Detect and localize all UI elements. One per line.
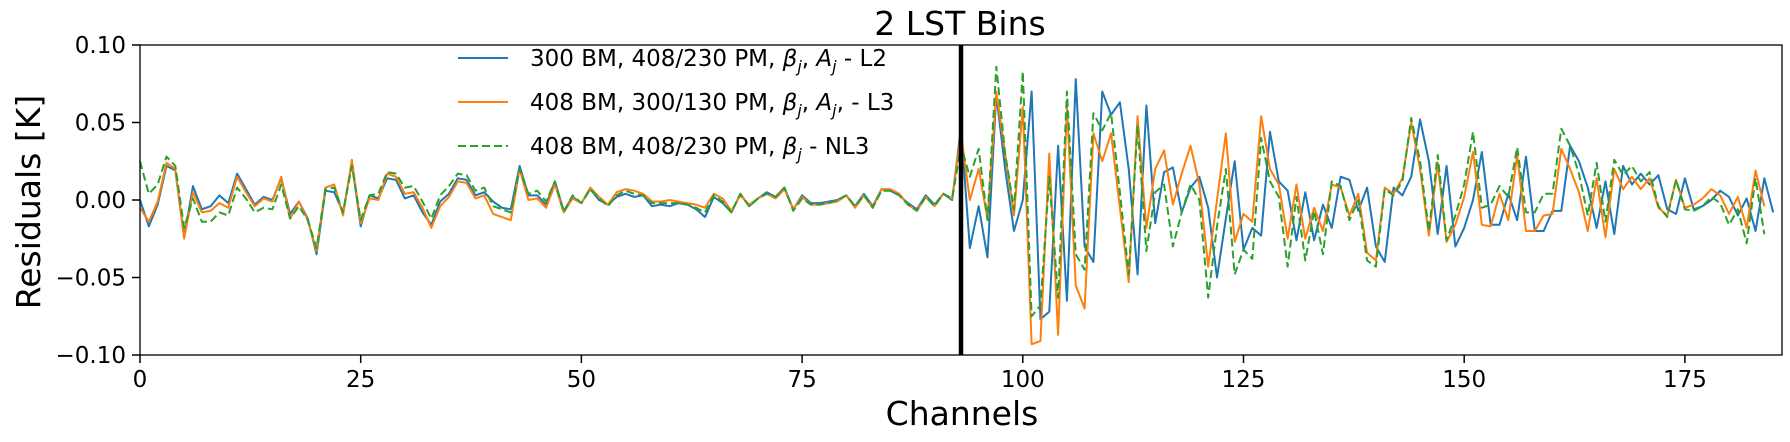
x-tick-label: 0: [133, 367, 148, 393]
x-axis: 0 25 50 75 100 125 150 175: [133, 355, 1707, 393]
x-tick-label: 50: [567, 367, 596, 393]
series-line-1: [139, 78, 1775, 321]
legend-label-3: 408 BM, 408/230 PM, βj​ - NL3: [530, 134, 869, 164]
series-line-3: [139, 65, 1766, 318]
x-tick-label: 25: [346, 367, 375, 393]
x-tick-label: 100: [1001, 367, 1045, 393]
series-layer: [139, 45, 1775, 355]
y-tick-label: 0.10: [75, 33, 126, 59]
y-tick-label: 0.05: [75, 111, 126, 137]
x-tick-label: 125: [1222, 367, 1266, 393]
x-tick-label: 175: [1663, 367, 1707, 393]
y-tick-label: −0.05: [56, 266, 126, 292]
x-tick-label: 75: [787, 367, 816, 393]
legend-label-1: 300 BM, 408/230 PM, βj, Aj - L2: [530, 46, 887, 76]
x-axis-title: Channels: [886, 394, 1039, 433]
x-tick-label: 150: [1442, 367, 1486, 393]
chart-title: 2 LST Bins: [874, 4, 1045, 43]
y-tick-label: −0.10: [56, 343, 126, 369]
y-axis: −0.10 −0.05 0.00 0.05 0.10: [56, 33, 140, 369]
legend-label-2: 408 BM, 300/130 PM, βj, Aj, - L3: [530, 90, 894, 120]
y-axis-title: Residuals [K]: [9, 95, 48, 309]
legend: 300 BM, 408/230 PM, βj, Aj - L2 408 BM, 3…: [458, 46, 894, 164]
series-line-2: [139, 90, 1766, 346]
y-tick-label: 0.00: [75, 188, 126, 214]
